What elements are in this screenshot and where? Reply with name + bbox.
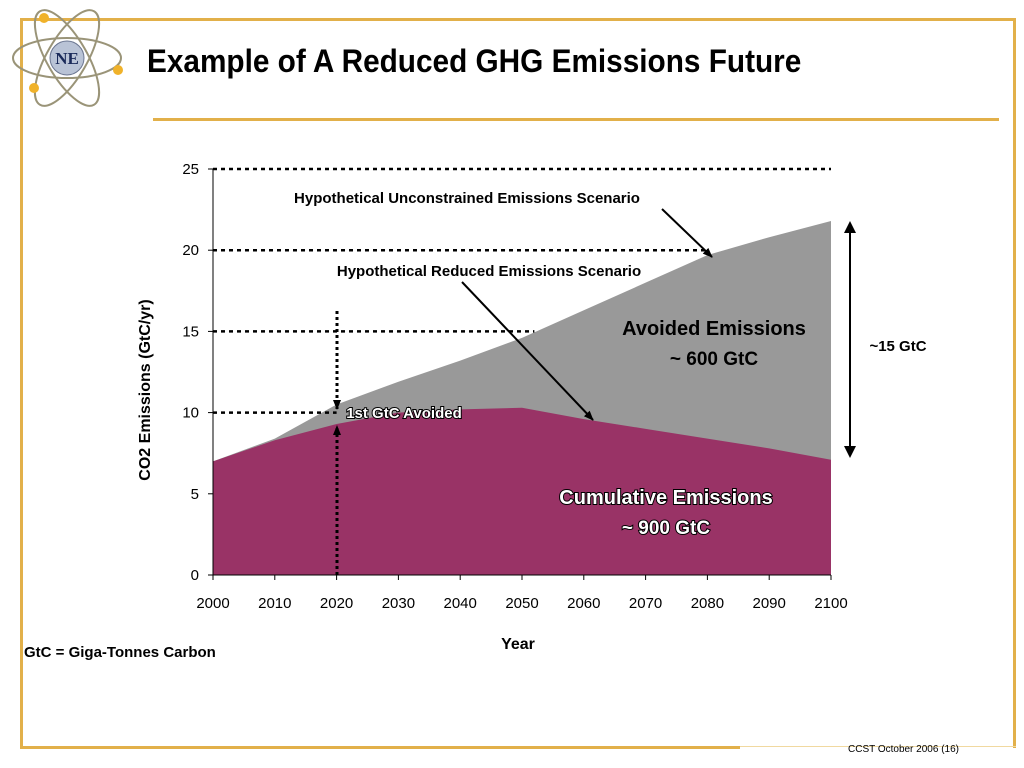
axis-title-y: CO2 Emissions (GtC/yr) — [137, 299, 154, 480]
cumulative-emissions-label: Cumulative Emissions — [559, 487, 772, 509]
arrow-reduced — [461, 281, 594, 421]
cumulative-emissions-value: ~ 900 GtC — [622, 518, 710, 539]
x-tick-label: 2080 — [691, 595, 724, 612]
slide-title: Example of A Reduced GHG Emissions Futur… — [147, 43, 802, 79]
x-tick-label: 2050 — [505, 595, 538, 612]
y-tick-label: 25 — [182, 161, 199, 178]
annotation-reduced: Hypothetical Reduced Emissions Scenario — [337, 263, 641, 280]
y-tick-label: 10 — [182, 405, 199, 422]
frame-bottom-border — [20, 746, 740, 749]
y-tick-label: 0 — [191, 567, 199, 584]
range-arrowhead-top — [844, 221, 856, 233]
x-tick-label: 2020 — [320, 595, 353, 612]
frame-bottom-border-thin — [740, 746, 1016, 747]
title-underline — [153, 118, 999, 121]
x-tick-label: 2010 — [258, 595, 291, 612]
x-tick-label: 2100 — [814, 595, 847, 612]
frame-left-border — [20, 18, 23, 748]
frame-top-border — [20, 18, 1016, 21]
first-gtc-avoided-label: 1st GtC Avoided — [346, 405, 462, 422]
avoided-emissions-value: ~ 600 GtC — [670, 349, 758, 370]
atom-logo: NE — [12, 9, 123, 107]
y-tick-label: 15 — [182, 323, 199, 340]
x-tick-label: 2090 — [753, 595, 786, 612]
x-tick-label: 2030 — [382, 595, 415, 612]
footnote-gtc: GtC = Giga-Tonnes Carbon — [24, 644, 216, 661]
axis-title-x: Year — [501, 636, 535, 653]
frame-right-border — [1013, 18, 1016, 748]
range-arrowhead-bottom — [844, 446, 856, 458]
avoided-emissions-label: Avoided Emissions — [622, 318, 806, 340]
x-tick-label: 2000 — [196, 595, 229, 612]
x-tick-label: 2070 — [629, 595, 662, 612]
range-label: ~15 GtC — [869, 338, 926, 355]
area-reduced — [213, 407, 831, 575]
annotation-unconstrained: Hypothetical Unconstrained Emissions Sce… — [294, 190, 640, 207]
y-tick-label: 20 — [182, 242, 199, 259]
y-tick-label: 5 — [191, 486, 199, 503]
footer-source: CCST October 2006 (16) — [848, 744, 959, 755]
x-tick-label: 2060 — [567, 595, 600, 612]
x-tick-label: 2040 — [444, 595, 477, 612]
arrow-unconstrained — [661, 208, 713, 258]
logo-text: NE — [55, 49, 79, 68]
